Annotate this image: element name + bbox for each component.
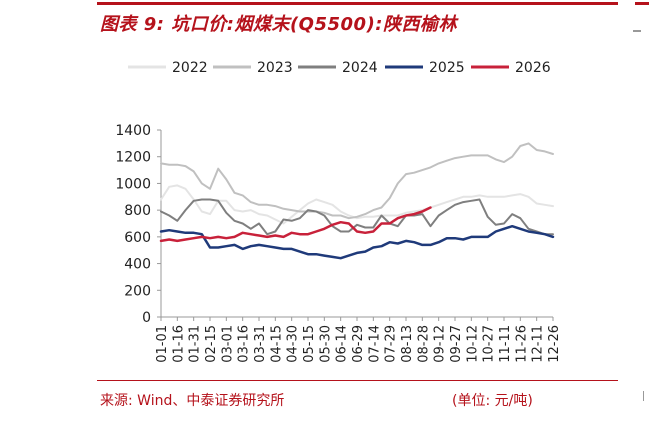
x-tick-label: 08-13 <box>400 325 415 363</box>
unit-note: (单位: 元/吨) <box>452 393 533 409</box>
x-tick-label: 09-27 <box>449 325 464 363</box>
source-note: 来源: Wind、中泰证券研究所 <box>100 393 285 409</box>
series-line-2024 <box>160 198 554 236</box>
x-tick-label: 09-12 <box>433 325 448 363</box>
x-tick-label: 08-28 <box>416 325 431 363</box>
x-tick-label: 03-16 <box>237 325 252 363</box>
adjacent-panel-mark <box>633 30 641 32</box>
x-tick-label: 01-01 <box>155 325 170 363</box>
y-tick-label: 400 <box>124 257 151 273</box>
y-tick-label: 1200 <box>115 150 151 166</box>
legend-label-2026: 2026 <box>515 60 551 76</box>
y-tick-label: 800 <box>124 203 151 219</box>
x-tick-label: 03-31 <box>253 325 268 363</box>
adjacent-panel-edge <box>643 391 648 401</box>
x-tick-label: 02-15 <box>204 325 219 363</box>
series-line-2023 <box>160 142 554 220</box>
y-tick-label: 600 <box>124 230 151 246</box>
x-tick-label: 03-01 <box>220 325 235 363</box>
x-tick-label: 07-29 <box>384 325 399 363</box>
x-tick-label: 10-27 <box>482 325 497 363</box>
series-line-2026 <box>159 206 432 243</box>
series-line-2022 <box>160 184 554 225</box>
x-tick-label: 10-12 <box>465 325 480 363</box>
x-tick-label: 05-30 <box>318 325 333 363</box>
x-tick-label: 04-15 <box>269 325 284 363</box>
x-tick-label: 06-14 <box>335 325 350 363</box>
legend-label-2023: 2023 <box>257 60 293 76</box>
x-tick-label: 11-11 <box>498 325 513 363</box>
chart-title: 图表 9: 坑口价:烟煤末(Q5500):陕西榆林 <box>100 14 458 35</box>
footer-rule <box>97 380 618 381</box>
title-top-rule <box>97 2 618 5</box>
y-tick-label: 1000 <box>115 176 151 192</box>
x-tick-label: 07-14 <box>367 325 382 363</box>
series-line-2025 <box>159 224 555 260</box>
y-tick-label: 1400 <box>115 123 151 139</box>
x-tick-label: 12-26 <box>547 325 562 363</box>
y-tick-label: 200 <box>124 283 151 299</box>
y-tick-label: 0 <box>142 310 151 326</box>
legend-label-2025: 2025 <box>429 60 465 76</box>
x-tick-label: 12-11 <box>531 325 546 363</box>
x-tick-label: 04-30 <box>286 325 301 363</box>
x-tick-label: 06-29 <box>351 325 366 363</box>
x-tick-label: 05-15 <box>302 325 317 363</box>
legend-label-2024: 2024 <box>342 60 378 76</box>
x-tick-label: 01-31 <box>188 325 203 363</box>
adjacent-panel-rule <box>635 2 649 5</box>
x-tick-label: 11-26 <box>514 325 529 363</box>
legend-label-2022: 2022 <box>172 60 208 76</box>
x-tick-label: 01-16 <box>171 325 186 363</box>
